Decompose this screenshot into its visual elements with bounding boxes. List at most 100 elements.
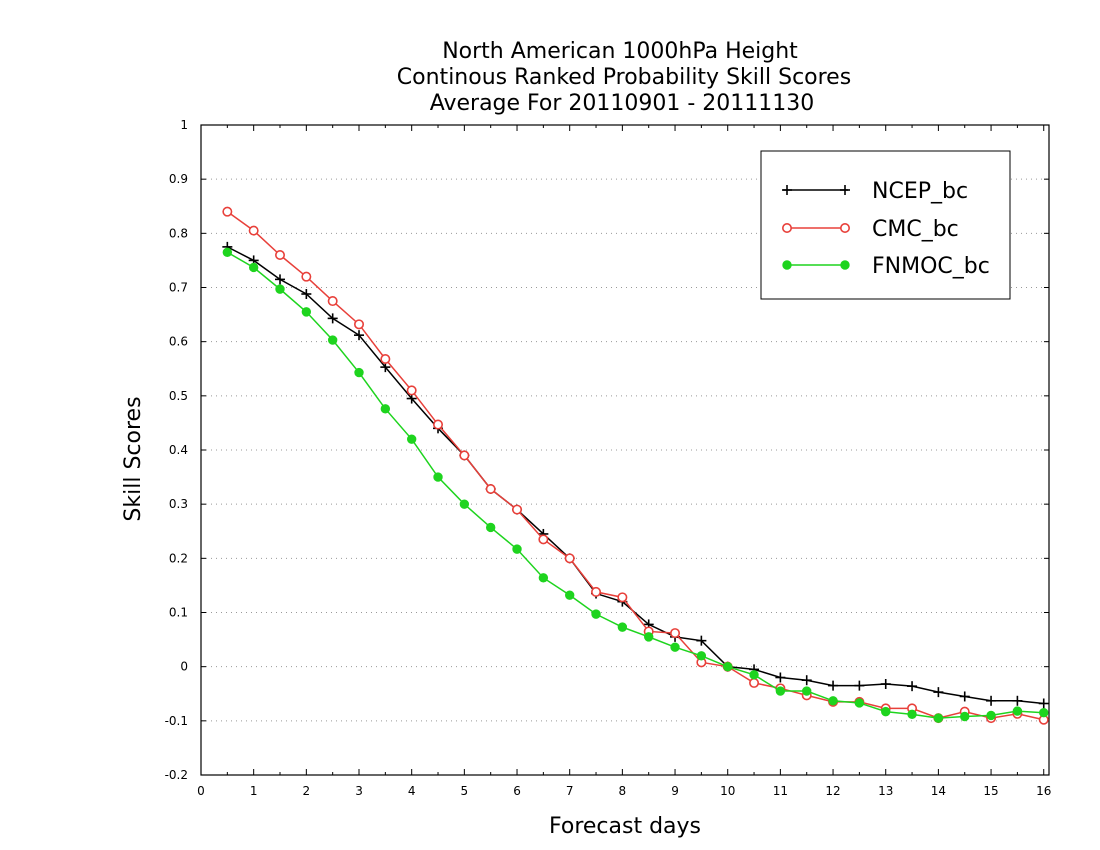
data-point bbox=[986, 710, 996, 721]
data-point bbox=[1038, 698, 1049, 709]
x-tick-label: 4 bbox=[408, 784, 416, 798]
series-NCEP_bc bbox=[222, 241, 1049, 709]
data-point bbox=[696, 651, 707, 661]
x-tick-label: 13 bbox=[878, 784, 893, 798]
data-point bbox=[433, 419, 444, 430]
data-point bbox=[775, 672, 786, 683]
data-point bbox=[354, 319, 365, 330]
series-layer bbox=[222, 206, 1049, 725]
data-point bbox=[880, 679, 891, 689]
series-FNMOC_bc bbox=[222, 247, 1049, 723]
legend-label: FNMOC_bc bbox=[872, 254, 990, 279]
title-line-3: Average For 20110901 - 20111130 bbox=[430, 91, 815, 116]
legend-item-NCEP_bc: NCEP_bc bbox=[782, 179, 968, 204]
data-point bbox=[275, 284, 285, 294]
y-tick-label: 0 bbox=[180, 660, 188, 674]
data-point bbox=[538, 573, 549, 583]
x-tick-label: 11 bbox=[773, 784, 788, 798]
x-tick-label: 2 bbox=[303, 784, 311, 798]
data-point bbox=[617, 592, 628, 603]
data-point bbox=[301, 307, 312, 317]
y-tick-label: 0.7 bbox=[169, 281, 188, 295]
legend-marker bbox=[840, 185, 850, 195]
data-point bbox=[960, 711, 970, 722]
x-tick-label: 6 bbox=[513, 784, 521, 798]
series-CMC_bc bbox=[222, 206, 1049, 725]
series-line-FNMOC_bc bbox=[226, 251, 1044, 719]
data-point bbox=[564, 590, 575, 600]
data-point bbox=[275, 274, 286, 285]
data-point bbox=[433, 472, 443, 482]
x-tick-label: 5 bbox=[461, 784, 469, 798]
data-point bbox=[907, 681, 918, 692]
x-tick-label: 15 bbox=[983, 784, 998, 798]
y-tick-label: 0.3 bbox=[169, 497, 188, 511]
data-point bbox=[854, 698, 865, 708]
data-point bbox=[459, 450, 470, 461]
data-point bbox=[670, 628, 681, 639]
data-point bbox=[986, 695, 997, 706]
legend-box bbox=[760, 150, 1011, 300]
y-axis-tick-labels: -0.2 -0.1 0 0.1 0.2 0.3 0.4 0.5 0.6 0.7 0.8 0.9 1 bbox=[165, 118, 188, 782]
data-point bbox=[406, 434, 417, 444]
data-point bbox=[881, 706, 891, 717]
legend-marker bbox=[839, 223, 850, 234]
y-tick-label: -0.1 bbox=[165, 714, 188, 728]
data-point bbox=[644, 632, 654, 642]
data-point bbox=[485, 522, 496, 533]
x-axis-tick-labels: 0 1 2 3 4 5 6 7 8 9 10 11 12 13 14 15 16 bbox=[197, 784, 1051, 798]
data-point bbox=[696, 635, 707, 646]
data-point bbox=[854, 680, 865, 691]
data-point bbox=[301, 271, 312, 282]
x-tick-label: 8 bbox=[619, 784, 627, 798]
x-tick-label: 10 bbox=[720, 784, 735, 798]
data-point bbox=[327, 296, 338, 307]
data-point bbox=[591, 609, 601, 619]
y-tick-label: 0.4 bbox=[169, 443, 188, 457]
x-tick-label: 9 bbox=[671, 784, 679, 798]
data-point bbox=[275, 250, 286, 261]
data-point bbox=[327, 335, 338, 345]
data-point bbox=[301, 289, 312, 299]
data-point bbox=[248, 262, 259, 273]
x-tick-label: 12 bbox=[825, 784, 840, 798]
chart-title: North American 1000hPa Height Continous … bbox=[397, 39, 851, 116]
y-axis-title: Skill Scores bbox=[121, 396, 146, 521]
y-tick-label: -0.2 bbox=[165, 768, 188, 782]
y-tick-label: 0.6 bbox=[169, 335, 188, 349]
x-tick-label: 16 bbox=[1036, 784, 1051, 798]
data-point bbox=[380, 404, 391, 414]
y-tick-label: 0.5 bbox=[169, 389, 188, 403]
data-point bbox=[723, 661, 733, 672]
legend-item-CMC_bc: CMC_bc bbox=[781, 217, 959, 242]
data-point bbox=[512, 504, 523, 515]
data-point bbox=[354, 330, 365, 341]
data-point bbox=[459, 499, 470, 509]
data-point bbox=[327, 313, 338, 324]
data-point bbox=[933, 687, 944, 698]
y-tick-label: 0.8 bbox=[169, 226, 188, 240]
title-line-1: North American 1000hPa Height bbox=[442, 39, 798, 64]
legend-marker bbox=[782, 260, 792, 270]
data-point bbox=[670, 642, 680, 652]
legend-marker bbox=[782, 185, 792, 195]
data-point bbox=[248, 225, 259, 236]
data-point bbox=[828, 696, 838, 706]
data-point bbox=[617, 622, 628, 632]
data-point bbox=[1039, 708, 1049, 718]
data-point bbox=[485, 483, 496, 494]
data-point bbox=[512, 544, 522, 554]
data-point bbox=[406, 385, 417, 396]
x-axis-title: Forecast days bbox=[549, 814, 701, 839]
data-point bbox=[1012, 695, 1023, 706]
data-point bbox=[380, 353, 391, 364]
y-tick-label: 0.1 bbox=[169, 606, 188, 620]
legend-label: NCEP_bc bbox=[872, 179, 968, 204]
data-point bbox=[222, 206, 233, 217]
data-point bbox=[564, 553, 575, 564]
data-point bbox=[538, 534, 549, 545]
data-point bbox=[801, 675, 812, 686]
legend-label: CMC_bc bbox=[872, 217, 959, 242]
x-tick-label: 7 bbox=[566, 784, 574, 798]
data-point bbox=[591, 586, 602, 597]
